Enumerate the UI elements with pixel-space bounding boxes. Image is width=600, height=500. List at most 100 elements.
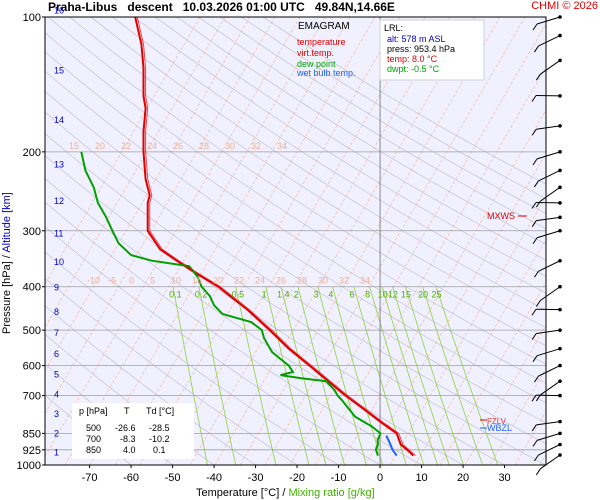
table-header-t: T — [124, 406, 130, 416]
isotherm-label: 26 — [276, 276, 286, 286]
dewpoint-profile — [80, 151, 382, 456]
wind-barb-flag — [532, 23, 538, 31]
pressure-tick-label: 400 — [23, 282, 41, 294]
wind-barb-dot — [558, 215, 562, 220]
pressure-tick-label: 850 — [23, 428, 41, 440]
temperature-tick-label: -40 — [206, 472, 222, 484]
temperature-tick-label: 20 — [457, 472, 469, 484]
legend-virt-temp: virt.temp. — [297, 48, 334, 58]
wind-barb — [538, 35, 561, 47]
lrl-press: press: 953.4 hPa — [387, 44, 455, 54]
isotherm-label: 30 — [225, 141, 235, 151]
pressure-tick-label: 925 — [23, 445, 41, 457]
dry-adiabat — [176, 17, 546, 245]
isotherm-label: 20 — [213, 276, 223, 286]
isotherm-label: 24 — [255, 276, 265, 286]
isotherm-guide — [439, 281, 546, 465]
isotherm-guide — [314, 66, 546, 465]
altitude-tick-label: 15 — [54, 65, 64, 75]
wind-barb-dot — [558, 15, 562, 19]
mixing-ratio-label: 15 — [401, 290, 411, 300]
isotherm-label: 32 — [251, 141, 261, 151]
dry-adiabat — [241, 17, 546, 200]
isotherm-guide — [164, 17, 426, 465]
altitude-tick-label: 4 — [54, 389, 59, 399]
sounding-datetime: 10.03.2026 01:00 UTC — [182, 0, 305, 14]
wind-barb-dot — [558, 258, 562, 263]
dry-adiabat — [219, 17, 546, 214]
pressure-tick-label: 100 — [23, 12, 41, 24]
pressure-tick-label: 1000 — [17, 460, 41, 472]
table-header-p: p [hPa] — [79, 406, 108, 416]
legend-wet-bulb: wet bulb temp. — [296, 68, 356, 78]
wind-barb-dot — [558, 442, 562, 447]
dry-adiabat — [45, 51, 546, 384]
mixing-ratio-label: 6 — [350, 290, 355, 300]
table-cell: 4.0 — [123, 445, 136, 455]
wind-barb-dot — [558, 58, 562, 63]
altitude-axis-label: Altitude [km] — [1, 192, 13, 253]
temperature-tick-label: -70 — [82, 472, 98, 484]
temperature-axis-label: Temperature [°C] — [196, 487, 279, 499]
virtual-temperature-profile — [136, 17, 416, 456]
wind-barb-flag — [531, 95, 537, 102]
pressure-tick-label: 300 — [23, 226, 41, 238]
wbzl-label: WBZL — [487, 423, 512, 433]
isotherm-guide — [45, 17, 226, 328]
altitude-tick-label: 5 — [54, 369, 59, 379]
mixing-ratio-label: 12 — [388, 290, 398, 300]
wind-barb-flag — [531, 308, 537, 316]
isotherm-guide — [45, 17, 276, 414]
wind-barb-flag — [535, 200, 541, 208]
sounding-mode: descent — [127, 0, 173, 14]
dry-adiabat — [47, 17, 546, 347]
isotherm-guide — [264, 17, 526, 465]
isotherm-guide — [45, 17, 301, 457]
mixing-ratio-label: 0.1 — [169, 290, 182, 300]
temperature-tick-label: -10 — [331, 472, 347, 484]
isotherm-label: 15 — [69, 141, 79, 151]
isotherm-guide — [45, 17, 251, 371]
mixing-ratio-label: 1.4 — [277, 290, 290, 300]
station-coords: 49.84N,14.66E — [314, 0, 395, 14]
wind-barb-flag — [534, 454, 539, 462]
wetbulb-profile — [385, 435, 398, 457]
wind-barb-dot — [558, 33, 562, 38]
wind-barb-flag — [531, 424, 537, 432]
pressure-tick-label: 200 — [23, 147, 41, 159]
mixing-ratio-label: 0.5 — [232, 290, 245, 300]
temperature-tick-label: -30 — [248, 472, 264, 484]
altitude-tick-label: 7 — [54, 328, 59, 338]
wind-barb-flag — [534, 375, 539, 383]
temperature-tick-label: -60 — [123, 472, 139, 484]
isotherm-label: 32 — [339, 276, 349, 286]
wind-barb-flag — [532, 355, 538, 362]
wind-barb-flag — [534, 45, 539, 53]
wind-barb-flag — [535, 468, 541, 476]
mixing-ratio-label: 8 — [365, 290, 370, 300]
lrl-box — [379, 19, 485, 81]
values-table-box — [72, 403, 194, 459]
table-cell: 500 — [86, 423, 101, 433]
altitude-tick-label: 16 — [54, 6, 64, 16]
wind-barb — [536, 230, 561, 239]
temperature-tick-label: -20 — [289, 472, 305, 484]
temperature-tick-label: 30 — [498, 472, 510, 484]
isotherm-label: 22 — [121, 141, 131, 151]
altitude-tick-label: 6 — [54, 349, 59, 359]
isotherm-label: 5 — [150, 276, 155, 286]
fzlv-label: FZLV — [487, 417, 507, 426]
copyright-link[interactable]: CHMI © 2026 — [531, 0, 598, 12]
mixing-ratio-label: 0.2 — [195, 290, 208, 300]
wind-barb-dot — [558, 431, 562, 436]
isotherm-label: 22 — [234, 276, 244, 286]
mixing-ratio-label: 3 — [314, 290, 319, 300]
wind-barb-flag — [532, 237, 538, 245]
wind-barb-flag — [531, 394, 537, 402]
isotherm-label: 20 — [95, 141, 105, 151]
values-table: p [hPa] T Td [°C] 500 -26.6 -28.5 700 -8… — [79, 406, 174, 455]
wind-barb-flag — [531, 128, 537, 136]
wind-barb-dot — [558, 201, 562, 205]
wind-barb-flag — [535, 73, 541, 81]
wind-barb — [540, 380, 561, 396]
